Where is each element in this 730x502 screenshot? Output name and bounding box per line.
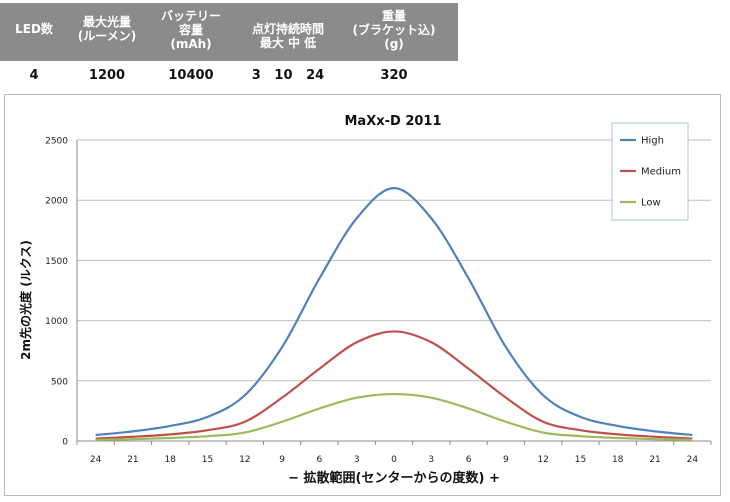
x-tick-label: 24 (687, 455, 699, 465)
chart-title: MaXx-D 2011 (344, 114, 441, 129)
spec-value-cell: 1200 (88, 68, 126, 83)
x-tick-label: 15 (575, 455, 586, 465)
y-tick-label: 2500 (45, 137, 68, 147)
spec-header-line: 点灯持続時間 (251, 22, 324, 36)
spec-header-line: 最大 中 低 (259, 36, 317, 50)
x-tick-label: 9 (279, 455, 285, 465)
series-line-low (95, 392, 693, 441)
x-tick-label: 6 (466, 455, 472, 465)
y-tick-label: 500 (51, 377, 68, 387)
spec-value-cell: 4 (29, 68, 39, 83)
series-line-medium (95, 330, 693, 440)
series-line-high (95, 187, 693, 437)
spec-header-line: 重量 (381, 9, 406, 23)
spec-header-line: (ブラケット込) (352, 23, 436, 37)
x-tick-label: 18 (612, 455, 624, 465)
x-axis-label: − 拡散範囲(センターからの度数) + (288, 470, 500, 486)
spec-value-cell: 10400 (168, 68, 214, 83)
spec-header-cell: LED数 (0, 22, 94, 36)
x-tick-label: 9 (503, 455, 509, 465)
y-tick-label: 1500 (45, 257, 68, 267)
x-tick-label: 12 (537, 455, 548, 465)
spec-header-cell: 点灯持続時間 最大 中 低 (228, 22, 348, 50)
spec-header-cell: バッテリー 容量 (mAh) (131, 9, 251, 51)
x-tick-label: 18 (165, 455, 177, 465)
spec-header-cell: 最大光量 (ルーメン) (47, 15, 167, 43)
legend-label: Low (641, 198, 661, 209)
spec-header-line: 容量 (178, 23, 203, 37)
spec-header-line: (g) (384, 37, 404, 51)
x-tick-label: 6 (317, 455, 323, 465)
chart-frame (4, 94, 721, 496)
x-tick-label: 21 (649, 455, 660, 465)
spec-value-cell: 320 (380, 68, 408, 83)
x-tick-label: 15 (202, 455, 213, 465)
x-tick-label: 3 (354, 455, 360, 465)
x-tick-label: 12 (239, 455, 250, 465)
spec-value-cell: 3 10 24 (251, 68, 325, 83)
spec-header-cell: 重量 (ブラケット込) (g) (334, 9, 454, 51)
x-tick-label: 3 (428, 455, 434, 465)
spec-header-line: (mAh) (170, 37, 212, 51)
y-tick-label: 0 (62, 438, 68, 448)
x-tick-label: 21 (127, 455, 138, 465)
spec-header-line: (ルーメン) (77, 29, 137, 43)
legend-label: High (641, 136, 664, 147)
spec-header-line: 最大光量 (82, 15, 131, 29)
legend-label: Medium (641, 167, 681, 178)
spec-header-line: LED数 (15, 22, 53, 36)
spec-header-line: バッテリー (160, 9, 221, 23)
x-tick-label: 24 (90, 455, 102, 465)
x-tick-label: 0 (391, 455, 397, 465)
y-axis-label: 2m先の光度 (ルクス) (18, 240, 33, 360)
y-tick-label: 1000 (45, 317, 68, 327)
y-tick-label: 2000 (45, 197, 68, 207)
spec-table-header (0, 3, 458, 61)
